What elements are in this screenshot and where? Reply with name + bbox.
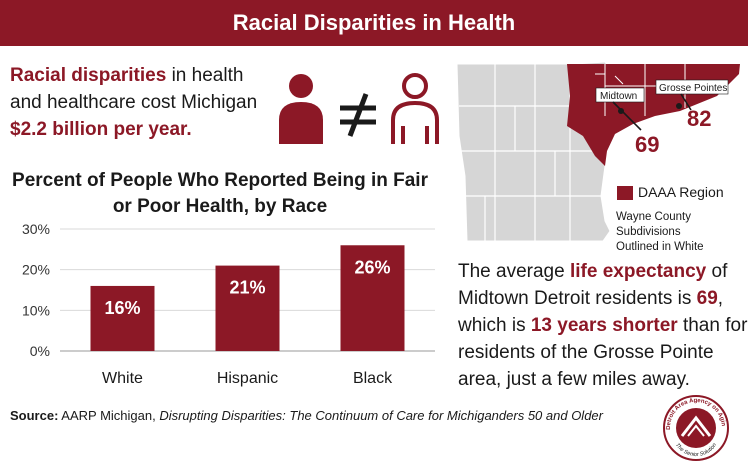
le-text-part-1: The average	[458, 261, 570, 282]
le-highlight-life-expectancy: life expectancy	[569, 261, 707, 282]
le-text-part-4: than for residents of the Grosse Pointe …	[458, 315, 748, 390]
intro-cost: $2.2 billion per year.	[10, 119, 192, 140]
county-subdivision-lines	[459, 64, 605, 241]
bar	[215, 265, 280, 351]
midtown-life-expectancy: 69	[635, 132, 659, 157]
midtown-dot	[618, 108, 624, 114]
bar	[90, 285, 155, 351]
bar-value-label: 26%	[354, 257, 390, 277]
midtown-label-box	[595, 87, 645, 103]
grosse-pointer	[680, 93, 692, 111]
intro-body: in health and healthcare cost Michigan	[10, 65, 258, 113]
midtown-pointer	[612, 101, 642, 131]
bar-value-label: 21%	[229, 278, 265, 298]
page-title: Racial Disparities in Health	[232, 10, 516, 35]
le-text-part-2: of Midtown Detroit residents is	[458, 261, 728, 309]
le-text-part-3: , which is	[458, 288, 724, 336]
chart-title-line-2: or Poor Health, by Race	[112, 196, 328, 217]
grosse-pointes-label: Grosse Pointes	[659, 83, 727, 94]
chart-title: Percent of People Who Reported Being in …	[0, 168, 440, 220]
source-title: Disrupting Disparities: The Continuum of…	[159, 408, 603, 423]
midtown-label: Midtown	[600, 91, 637, 102]
grosse-dot	[676, 103, 682, 109]
page-header: Racial Disparities in Health	[0, 0, 748, 46]
bar	[340, 245, 405, 351]
y-tick-label: 20%	[22, 262, 50, 278]
person-outline-icon	[391, 73, 439, 144]
source-label: Source:	[10, 408, 59, 423]
daaa-logo: Detroit Area Agency on Aging The Senior …	[660, 394, 729, 461]
intro-text: Racial disparities in health and healthc…	[10, 62, 270, 143]
grosse-pointes-label-box	[655, 79, 729, 95]
chart-title-line-1: Percent of People Who Reported Being in …	[12, 170, 428, 191]
y-tick-label: 0%	[30, 343, 50, 359]
legend-note: Wayne County Subdivisions Outlined in Wh…	[616, 210, 748, 255]
intro-highlight: Racial disparities	[10, 65, 167, 86]
bar-value-label: 16%	[104, 298, 140, 318]
county-map: Midtown Grosse Pointes 69 82	[456, 61, 740, 242]
legend-note-line-1: Wayne County Subdivisions	[616, 211, 691, 238]
grosse-life-expectancy: 82	[687, 106, 711, 131]
source-org: AARP Michigan,	[58, 408, 160, 423]
not-equal-icon	[340, 93, 376, 137]
legend-swatch	[617, 186, 633, 200]
y-tick-label: 30%	[22, 221, 50, 237]
x-category-label: Hispanic	[217, 370, 278, 387]
bar-chart: 0% 10% 20% 30% 16% White 21% Hispanic 26% Black	[22, 221, 435, 387]
x-category-label: White	[102, 370, 143, 387]
source-citation: Source: AARP Michigan, Disrupting Dispar…	[10, 406, 630, 426]
life-expectancy-text: The average life expectancy of Midtown D…	[458, 258, 748, 393]
le-highlight-69: 69	[696, 288, 718, 309]
le-highlight-13-years: 13 years shorter	[530, 315, 678, 336]
x-category-label: Black	[353, 370, 393, 387]
y-tick-label: 10%	[22, 302, 50, 318]
disparity-icons	[279, 73, 439, 144]
legend-note-line-2: Outlined in White	[616, 241, 704, 253]
legend-label: DAAA Region	[638, 184, 724, 200]
person-solid-icon	[279, 74, 323, 144]
